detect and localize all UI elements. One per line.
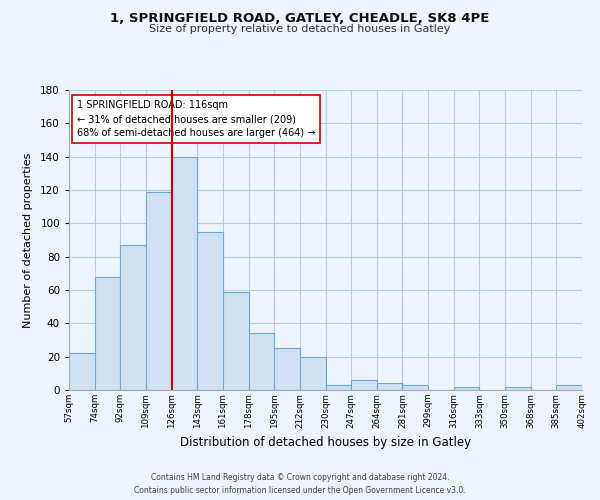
Text: Size of property relative to detached houses in Gatley: Size of property relative to detached ho… [149, 24, 451, 34]
Bar [325, 385, 351, 390]
X-axis label: Distribution of detached houses by size in Gatley: Distribution of detached houses by size … [180, 436, 471, 449]
Bar [351, 380, 377, 390]
Bar [223, 292, 248, 390]
Text: 1 SPRINGFIELD ROAD: 116sqm
← 31% of detached houses are smaller (209)
68% of sem: 1 SPRINGFIELD ROAD: 116sqm ← 31% of deta… [77, 100, 315, 138]
Bar [197, 232, 223, 390]
Bar [146, 192, 172, 390]
Text: 1, SPRINGFIELD ROAD, GATLEY, CHEADLE, SK8 4PE: 1, SPRINGFIELD ROAD, GATLEY, CHEADLE, SK… [110, 12, 490, 26]
Bar [248, 334, 274, 390]
Text: Contains HM Land Registry data © Crown copyright and database right 2024.
Contai: Contains HM Land Registry data © Crown c… [134, 473, 466, 495]
Bar [556, 385, 582, 390]
Bar [300, 356, 325, 390]
Y-axis label: Number of detached properties: Number of detached properties [23, 152, 33, 328]
Bar [274, 348, 300, 390]
Bar [121, 245, 146, 390]
Bar [377, 384, 403, 390]
Bar [69, 354, 95, 390]
Bar [172, 156, 197, 390]
Bar [95, 276, 121, 390]
Bar [454, 386, 479, 390]
Bar [505, 386, 531, 390]
Bar [403, 385, 428, 390]
